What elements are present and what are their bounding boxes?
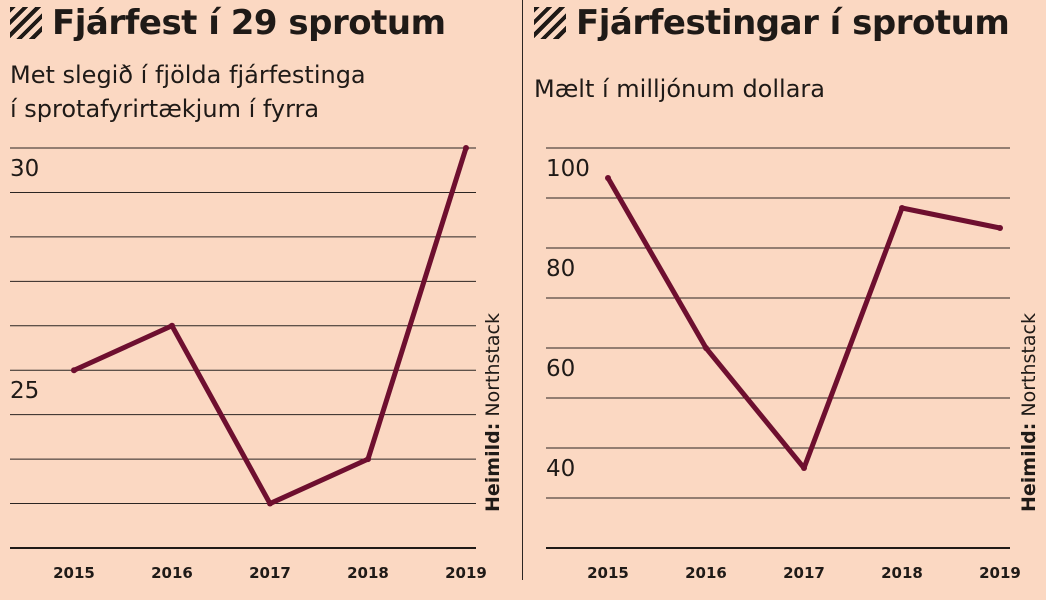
chart-title: Fjárfest í 29 sprotum (52, 3, 446, 43)
source-note: Heimild: Northstack (1018, 313, 1040, 512)
y-tick-label: 30 (10, 156, 39, 182)
x-tick-label: 2016 (685, 564, 727, 582)
data-point (463, 145, 469, 151)
chart-plot-left: 25 30 2015 2016 2017 2018 2019 (10, 145, 487, 582)
data-point (899, 205, 905, 211)
x-tick-label: 2018 (347, 564, 389, 582)
y-tick-label: 60 (546, 356, 575, 382)
data-point (605, 175, 611, 181)
data-point (365, 456, 371, 463)
y-tick-label: 25 (10, 378, 39, 404)
y-tick-label: 100 (546, 156, 590, 182)
series-line (605, 175, 1003, 471)
data-point (801, 465, 807, 471)
y-tick-label: 40 (546, 456, 575, 482)
source-label: Heimild: (482, 422, 504, 512)
source-name: Northstack (1018, 313, 1040, 417)
hatch-icon (534, 7, 566, 39)
x-tick-label: 2015 (53, 564, 95, 582)
source-label: Heimild: (1018, 422, 1040, 512)
hatch-icon (10, 7, 42, 39)
data-point (997, 225, 1003, 231)
y-tick-label: 80 (546, 256, 575, 282)
source-name: Northstack (482, 313, 504, 417)
data-point (71, 367, 77, 374)
data-point (169, 322, 175, 329)
x-tick-label: 2015 (587, 564, 629, 582)
data-point (703, 345, 709, 351)
x-tick-label: 2017 (783, 564, 825, 582)
chart-subtitle: Met slegið í fjölda fjárfestinga í sprot… (10, 61, 366, 123)
chart-title: Fjárfestingar í sprotum (576, 3, 1010, 43)
x-tick-label: 2017 (249, 564, 291, 582)
chart-panel-right: Fjárfestingar í sprotum Mælt í milljónum… (524, 0, 1046, 600)
x-tick-label: 2019 (979, 564, 1021, 582)
x-tick-label: 2018 (881, 564, 923, 582)
chart-plot-right: 40 60 80 100 2015 2016 2017 2018 2019 (546, 147, 1021, 582)
source-note: Heimild: Northstack (482, 313, 504, 512)
chart-panel-left: Fjárfest í 29 sprotum Met slegið í fjöld… (0, 0, 520, 600)
title-row: Fjárfestingar í sprotum (534, 0, 1010, 46)
data-point (267, 500, 273, 507)
x-tick-label: 2019 (445, 564, 487, 582)
chart-subtitle: Mælt í milljónum dollara (534, 75, 825, 103)
panel-divider (522, 0, 523, 580)
x-tick-label: 2016 (151, 564, 193, 582)
title-row: Fjárfest í 29 sprotum (10, 0, 446, 46)
